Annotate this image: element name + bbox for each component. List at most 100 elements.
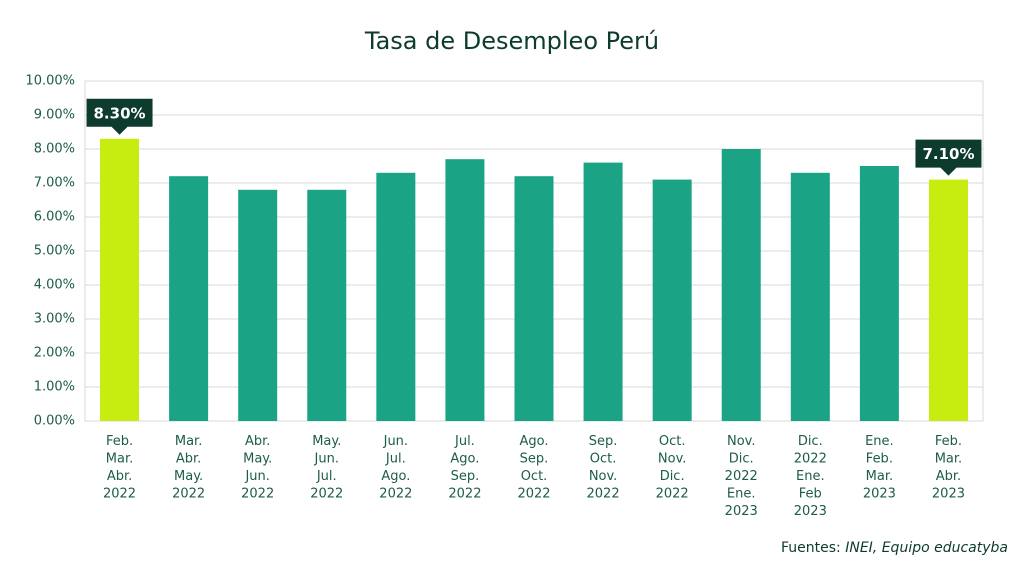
x-tick-label: Abr. May. Jun. 2022 (241, 434, 274, 502)
x-tick-label-line: Sep. (520, 451, 549, 466)
bar (169, 176, 209, 421)
x-tick-label-line: Ago. (450, 451, 479, 466)
bar (790, 172, 830, 421)
x-tick-label-line: Ene. (865, 434, 894, 449)
x-tick-label-line: Jun. (383, 434, 408, 449)
x-tick-label-line: Oct. (659, 434, 686, 449)
x-tick-label-line: 2022 (517, 486, 550, 501)
y-tick-label: 1.00% (34, 380, 75, 395)
bar (445, 159, 485, 421)
x-tick-label-line: Sep. (451, 469, 480, 484)
x-tick-label-line: Oct. (521, 469, 548, 484)
x-tick-label-line: Mar. (106, 451, 133, 466)
x-tick-label: Sep. Oct. Nov. 2022 (587, 434, 620, 502)
bar (376, 172, 416, 421)
source-text: INEI, Equipo educatyba (845, 540, 1008, 556)
x-tick-label-line: Abr. (176, 451, 201, 466)
x-tick-label-line: Dic. (660, 469, 685, 484)
x-tick-label-line: 2022 (241, 486, 274, 501)
x-tick-label-line: May. (174, 469, 203, 484)
x-tick-label: Jul. Ago. Sep. 2022 (448, 434, 481, 502)
x-tick-label-line: 2023 (725, 504, 758, 519)
y-tick-label: 0.00% (34, 414, 75, 429)
x-tick-label-line: Mar. (175, 434, 202, 449)
x-tick-label-line: Jul. (454, 434, 475, 449)
x-tick-label-line: 2022 (656, 486, 689, 501)
x-tick-label: Feb. Mar. Abr. 2022 (103, 434, 136, 502)
y-tick-label: 10.00% (25, 74, 75, 89)
x-tick-label-line: Dic. (798, 434, 823, 449)
x-tick-label-line: Oct. (590, 451, 617, 466)
x-tick-label-line: May. (312, 434, 341, 449)
x-tick-label-line: Ene. (796, 469, 825, 484)
x-tick-label-line: Ene. (727, 486, 756, 501)
x-tick-label-line: 2022 (448, 486, 481, 501)
source-label: Fuentes: (781, 540, 841, 556)
x-tick-label-line: 2022 (587, 486, 620, 501)
x-tick-label-line: 2022 (379, 486, 412, 501)
x-tick-label-line: Feb (799, 486, 822, 501)
x-tick-label: Ago. Sep. Oct. 2022 (517, 434, 550, 502)
bar (652, 179, 692, 421)
value-label: 8.30% (94, 104, 146, 122)
value-label-box (86, 98, 153, 135)
x-tick-label-line: Abr. (107, 469, 132, 484)
x-tick-label-line: Abr. (245, 434, 270, 449)
x-tick-label: May. Jun. Jul. 2022 (310, 434, 343, 502)
x-tick-label-line: Nov. (589, 469, 618, 484)
bar (859, 166, 899, 421)
x-tick-label-line: 2022 (725, 469, 758, 484)
x-tick-label-line: Jul. (385, 451, 406, 466)
x-tick-label-line: May. (243, 451, 272, 466)
x-tick-label-line: Dic. (729, 451, 754, 466)
x-tick-label: Nov. Dic. 2022 Ene. 2023 (725, 434, 758, 519)
y-tick-label: 2.00% (34, 346, 75, 361)
y-tick-label: 7.00% (34, 176, 75, 191)
x-tick-label-line: Nov. (658, 451, 687, 466)
x-tick-label: Dic. 2022 Ene. Feb 2023 (794, 434, 827, 519)
x-tick-label-line: 2022 (794, 451, 827, 466)
x-tick-label-line: Mar. (866, 469, 893, 484)
x-tick-label-line: 2023 (863, 486, 896, 501)
value-label: 7.10% (922, 145, 974, 163)
x-tick-label-line: Sep. (589, 434, 618, 449)
y-tick-label: 8.00% (34, 142, 75, 157)
chart-title: Tasa de Desempleo Perú (364, 27, 659, 55)
x-tick-label-line: Feb. (935, 434, 962, 449)
bar (928, 179, 968, 421)
y-tick-label: 9.00% (34, 108, 75, 123)
x-tick-label-line: Ago. (381, 469, 410, 484)
y-tick-label: 3.00% (34, 312, 75, 327)
bar (307, 189, 347, 421)
x-tick-label-line: Mar. (935, 451, 962, 466)
bar (583, 162, 623, 421)
x-tick-label-line: Feb. (866, 451, 893, 466)
bar (721, 149, 761, 421)
x-tick-label-line: Jun. (314, 451, 339, 466)
y-tick-label: 4.00% (34, 278, 75, 293)
x-tick-label: Jun. Jul. Ago. 2022 (379, 434, 412, 502)
x-tick-label-line: 2023 (794, 504, 827, 519)
value-label-box (915, 139, 982, 176)
x-tick-label-line: Jul. (316, 469, 337, 484)
x-tick-label: Mar. Abr. May. 2022 (172, 434, 205, 502)
x-tick-label-line: 2022 (103, 486, 136, 501)
x-tick-label-line: 2022 (310, 486, 343, 501)
x-tick-label-line: Nov. (727, 434, 756, 449)
bar (514, 176, 554, 421)
x-tick-label: Oct. Nov. Dic. 2022 (656, 434, 689, 502)
bar (238, 189, 278, 421)
bar (100, 138, 140, 422)
y-tick-label: 5.00% (34, 244, 75, 259)
x-tick-label-line: 2022 (172, 486, 205, 501)
x-tick-label-line: Abr. (936, 469, 961, 484)
x-tick-label: Feb. Mar. Abr. 2023 (932, 434, 965, 502)
x-tick-label-line: Jun. (244, 469, 269, 484)
x-tick-label-line: Feb. (106, 434, 133, 449)
x-tick-label-line: Ago. (519, 434, 548, 449)
source: Fuentes: INEI, Equipo educatyba (781, 540, 1008, 556)
x-tick-label-line: 2023 (932, 486, 965, 501)
y-tick-label: 6.00% (34, 210, 75, 225)
x-tick-label: Ene. Feb. Mar. 2023 (863, 434, 896, 502)
